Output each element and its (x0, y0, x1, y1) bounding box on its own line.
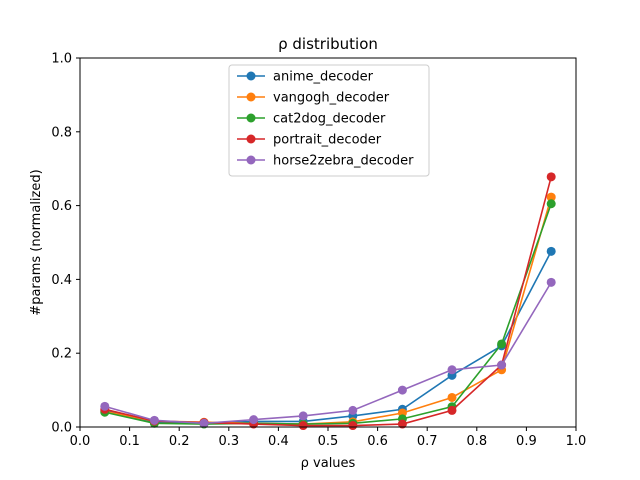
series-line (104, 281, 552, 425)
data-point (546, 199, 556, 209)
data-point (497, 360, 507, 370)
legend-marker (246, 113, 256, 123)
data-point (546, 277, 556, 287)
legend-item: anime_decoder (237, 70, 374, 85)
legend-item: horse2zebra_decoder (237, 154, 414, 169)
plot-frame (79, 57, 577, 428)
data-point (397, 419, 407, 429)
y-tick-label: 1.0 (51, 52, 72, 67)
legend-marker (246, 71, 256, 81)
x-axis-label: ρ values (301, 456, 356, 471)
legend-label: portrait_decoder (273, 133, 382, 148)
legend-item: vangogh_decoder (237, 91, 390, 106)
data-point (348, 421, 358, 431)
x-tick-label: 0.0 (70, 434, 91, 449)
data-point (546, 246, 556, 256)
x-tick-label: 0.3 (218, 434, 239, 449)
y-tick-label: 0.0 (51, 421, 72, 436)
data-point (497, 339, 507, 349)
legend-marker (246, 92, 256, 102)
y-axis-label: #params (normalized) (29, 169, 44, 315)
y-tick-label: 0.6 (51, 199, 72, 214)
x-tick-label: 0.1 (119, 434, 140, 449)
data-point (397, 385, 407, 395)
x-tick-label: 0.8 (466, 434, 487, 449)
data-point (546, 192, 556, 202)
x-tick-label: 1.0 (566, 434, 587, 449)
x-tick-label: 0.5 (318, 434, 339, 449)
series-line (104, 203, 552, 425)
legend-label: cat2dog_decoder (273, 112, 386, 127)
legend-label: horse2zebra_decoder (273, 154, 414, 169)
x-tick-label: 0.6 (367, 434, 388, 449)
data-point (199, 418, 209, 428)
series-horse2zebra_decoder (100, 277, 556, 428)
legend-label: anime_decoder (273, 70, 374, 85)
data-point (447, 405, 457, 415)
data-point (348, 405, 358, 415)
data-point (546, 172, 556, 182)
data-point (447, 392, 457, 402)
legend-item: portrait_decoder (237, 133, 382, 148)
y-tick-label: 0.4 (51, 273, 72, 288)
chart-title: ρ distribution (278, 35, 378, 53)
legend-label: vangogh_decoder (273, 91, 390, 106)
legend-marker (246, 155, 256, 165)
series-layer (100, 172, 556, 431)
x-tick-label: 0.9 (516, 434, 537, 449)
legend-box (228, 64, 430, 177)
legend-item: cat2dog_decoder (237, 112, 386, 127)
x-tick-label: 0.7 (417, 434, 438, 449)
x-tick-label: 0.2 (169, 434, 190, 449)
x-axis-ticks: 0.0 0.1 0.2 0.3 0.4 0.5 0.6 0.7 0.8 0.9 1.0 (70, 427, 587, 449)
data-point (149, 415, 159, 425)
data-point (298, 411, 308, 421)
x-tick-label: 0.4 (268, 434, 289, 449)
data-point (447, 365, 457, 375)
y-axis-ticks: 0.0 0.2 0.4 0.6 0.8 1.0 (51, 52, 80, 436)
legend-marker (246, 134, 256, 144)
data-point (249, 415, 259, 425)
y-tick-label: 0.8 (51, 125, 72, 140)
data-point (298, 421, 308, 431)
data-point (100, 401, 110, 411)
legend: anime_decoder vangogh_decoder cat2dog_deco… (228, 64, 430, 177)
y-tick-label: 0.2 (51, 347, 72, 362)
